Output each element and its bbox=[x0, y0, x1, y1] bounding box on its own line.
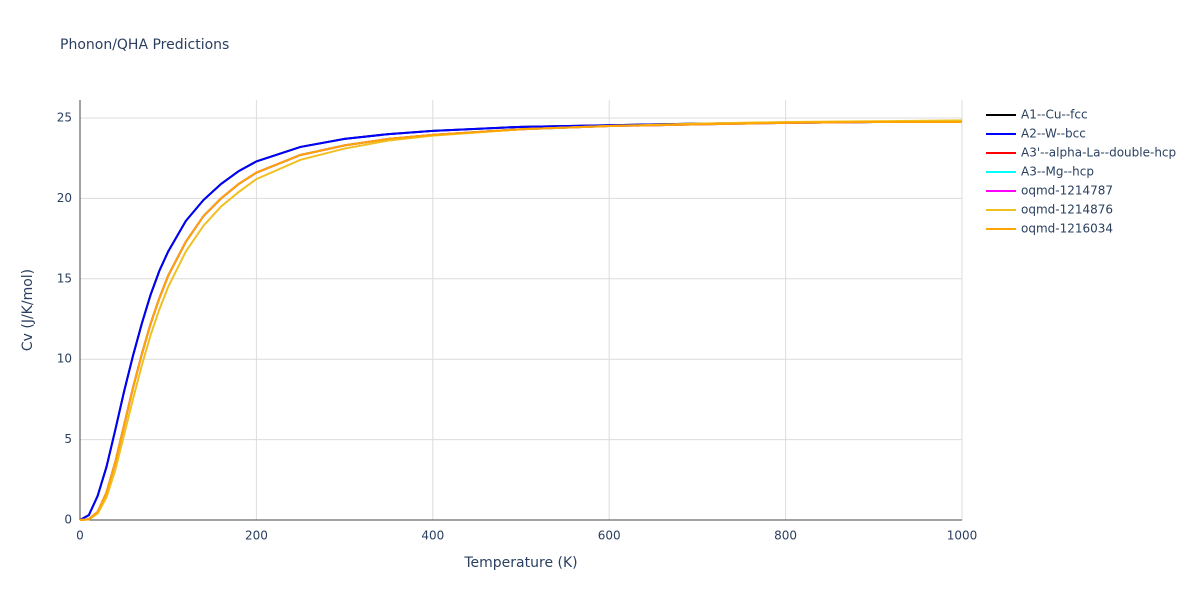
legend-label: oqmd-1214787 bbox=[1021, 184, 1113, 198]
legend-label: A3'--alpha-La--double-hcp bbox=[1021, 146, 1176, 160]
chart-title: Phonon/QHA Predictions bbox=[60, 37, 229, 53]
y-tick-label: 15 bbox=[57, 271, 72, 285]
x-tick-label: 400 bbox=[421, 529, 444, 543]
y-tick-label: 0 bbox=[64, 513, 72, 527]
legend-label: A3--Mg--hcp bbox=[1021, 165, 1094, 179]
y-tick-label: 25 bbox=[57, 111, 72, 125]
y-axis-title: Cv (J/K/mol) bbox=[20, 269, 36, 351]
legend-label: oqmd-1214876 bbox=[1021, 203, 1113, 217]
x-tick-label: 0 bbox=[76, 529, 84, 543]
x-tick-label: 600 bbox=[598, 529, 621, 543]
y-tick-label: 10 bbox=[57, 352, 72, 366]
x-tick-label: 800 bbox=[774, 529, 797, 543]
x-tick-label: 1000 bbox=[947, 529, 978, 543]
legend-label: A2--W--bcc bbox=[1021, 127, 1086, 141]
series-line bbox=[79, 121, 962, 521]
y-tick-label: 5 bbox=[64, 432, 72, 446]
series-line bbox=[79, 121, 962, 521]
series-line bbox=[79, 121, 962, 521]
series-line bbox=[79, 121, 962, 521]
series-line bbox=[79, 119, 963, 521]
legend-label: oqmd-1216034 bbox=[1021, 222, 1113, 236]
legend-label: A1--Cu--fcc bbox=[1021, 108, 1088, 122]
series-line bbox=[79, 121, 962, 521]
x-axis-title: Temperature (K) bbox=[463, 555, 577, 571]
x-tick-label: 200 bbox=[245, 529, 268, 543]
series-line bbox=[79, 121, 962, 521]
y-tick-label: 20 bbox=[57, 191, 72, 205]
